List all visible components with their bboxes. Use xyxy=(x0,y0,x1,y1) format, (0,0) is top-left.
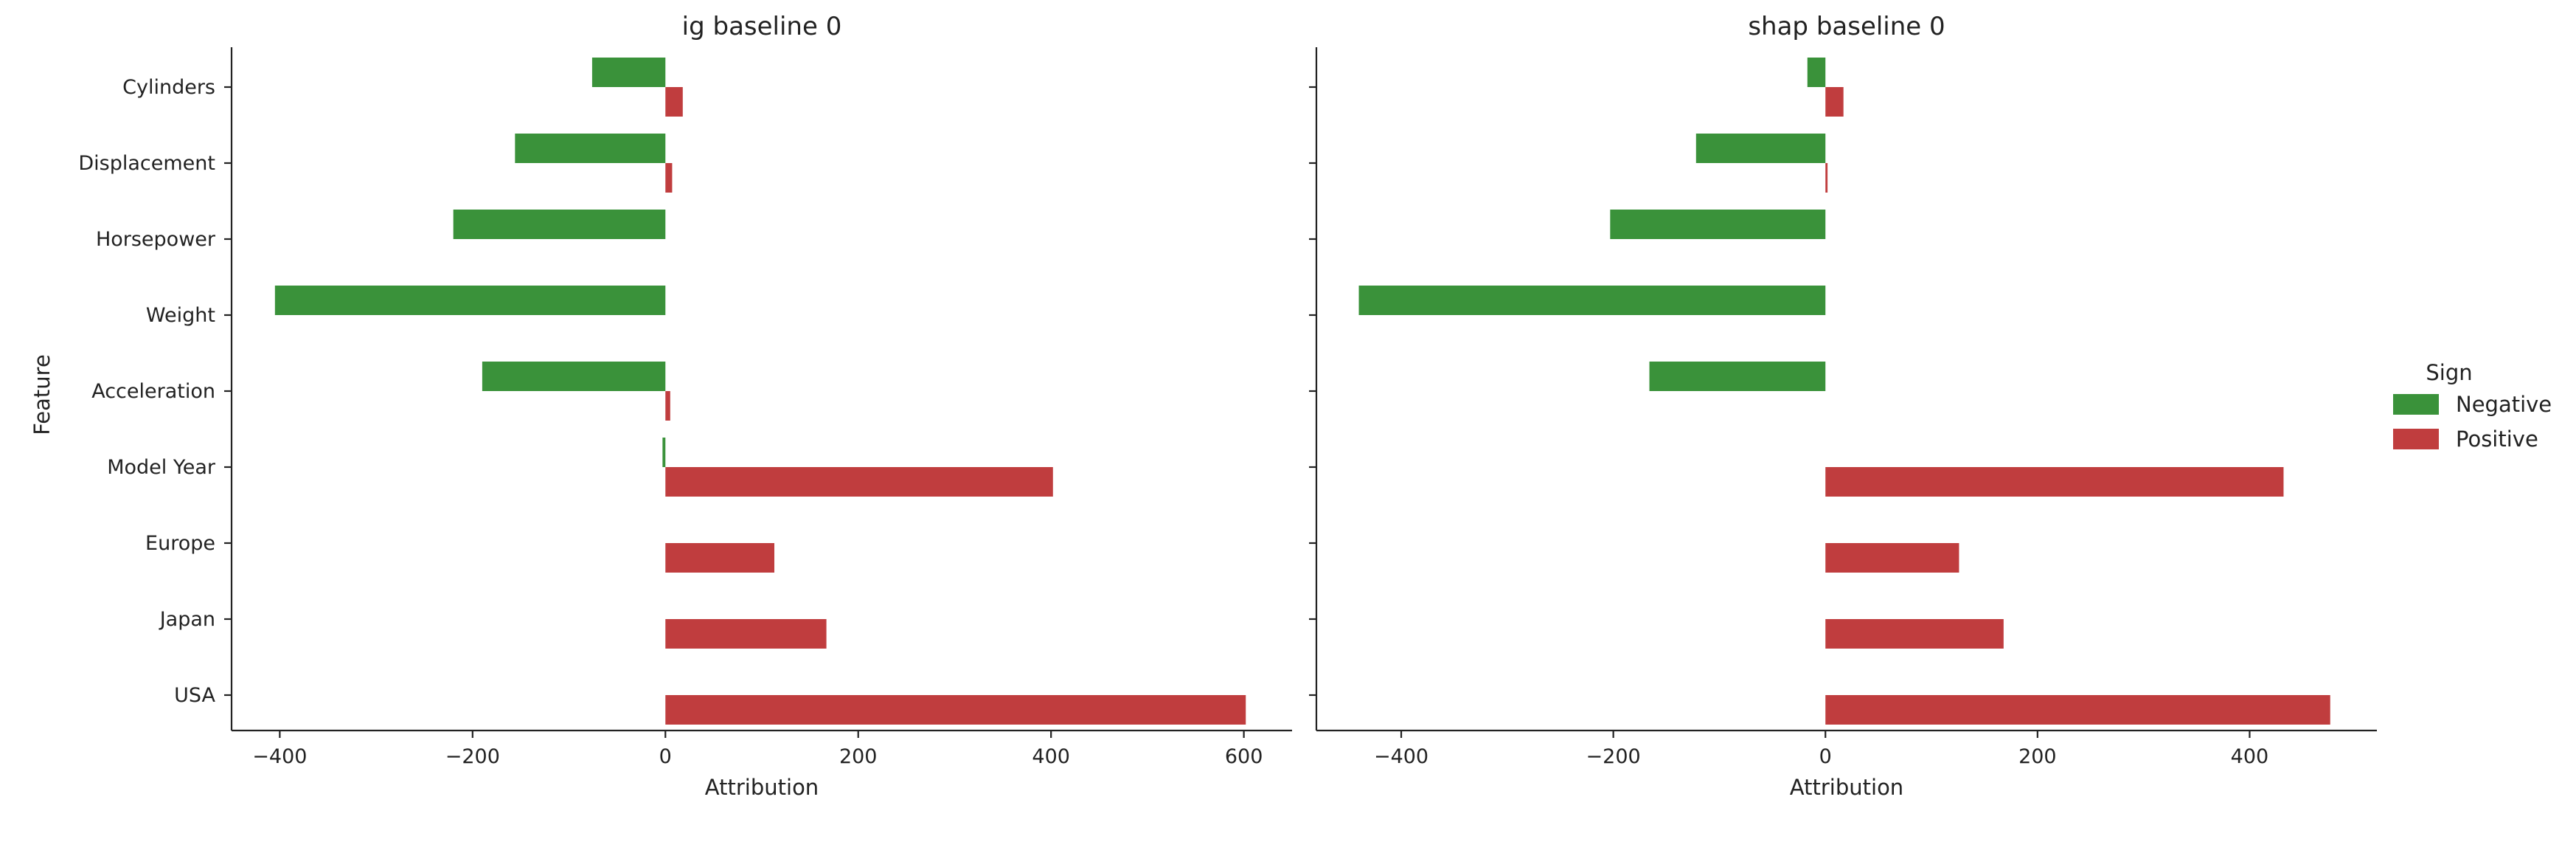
x-tick-label: 600 xyxy=(1225,745,1263,768)
bar-negative-horsepower xyxy=(1610,210,1826,239)
bar-positive-displacement xyxy=(665,163,673,193)
x-tick-label: 200 xyxy=(839,745,878,768)
bar-positive-displacement xyxy=(1825,163,1828,193)
bar-positive-japan xyxy=(1825,619,2004,649)
bar-positive-usa xyxy=(1825,695,2330,725)
panel-title: shap baseline 0 xyxy=(1748,12,1945,41)
bar-positive-cylinders xyxy=(665,87,683,117)
y-tick-label-weight: Weight xyxy=(146,304,215,327)
legend-swatch-positive xyxy=(2393,429,2439,449)
bar-negative-displacement xyxy=(1695,134,1826,163)
x-axis-label: Attribution xyxy=(705,775,819,800)
x-tick-label: 0 xyxy=(659,745,672,768)
bar-positive-europe xyxy=(1825,543,1959,573)
legend-swatch-negative xyxy=(2393,394,2439,415)
y-axis-label: Feature xyxy=(29,354,55,435)
bar-positive-model-year xyxy=(1825,467,2284,497)
x-tick-label: 400 xyxy=(1032,745,1070,768)
x-tick-label: −200 xyxy=(445,745,500,768)
y-tick-label-europe: Europe xyxy=(145,532,215,555)
bar-negative-weight xyxy=(1358,286,1826,315)
legend-label-negative: Negative xyxy=(2456,392,2552,417)
x-tick-label: −400 xyxy=(252,745,307,768)
bar-negative-model-year xyxy=(662,438,666,467)
legend: Sign Negative Positive xyxy=(2393,360,2552,452)
y-tick-label-cylinders: Cylinders xyxy=(122,76,215,99)
y-tick-label-model-year: Model Year xyxy=(107,456,216,479)
y-tick-label-usa: USA xyxy=(174,684,215,707)
x-tick-label: 400 xyxy=(2231,745,2269,768)
bar-positive-cylinders xyxy=(1825,87,1844,117)
bar-negative-horsepower xyxy=(453,210,666,239)
panel-title: ig baseline 0 xyxy=(682,12,842,41)
bar-positive-europe xyxy=(665,543,774,573)
bar-positive-acceleration xyxy=(665,391,670,421)
x-tick-label: −200 xyxy=(1586,745,1641,768)
legend-title: Sign xyxy=(2426,360,2472,385)
x-tick-label: 0 xyxy=(1819,745,1832,768)
x-tick-label: 200 xyxy=(2018,745,2057,768)
bar-negative-weight xyxy=(274,286,666,315)
y-tick-label-acceleration: Acceleration xyxy=(91,380,215,403)
panel-shap: −400 −200 0 200 400 shap baseline 0 Attributio… xyxy=(1309,12,2377,800)
bar-positive-japan xyxy=(665,619,827,649)
bar-negative-cylinders xyxy=(1807,58,1826,87)
x-tick-label: −400 xyxy=(1374,745,1428,768)
panel-ig: Cylinders Displacement Horsepower Weight Acc… xyxy=(29,12,1292,800)
bar-positive-model-year xyxy=(665,467,1053,497)
x-axis-label: Attribution xyxy=(1790,775,1903,800)
bar-negative-acceleration xyxy=(482,362,666,391)
legend-label-positive: Positive xyxy=(2456,426,2538,452)
bar-negative-cylinders xyxy=(591,58,666,87)
bar-positive-usa xyxy=(665,695,1246,725)
bar-negative-displacement xyxy=(515,134,666,163)
y-tick-label-displacement: Displacement xyxy=(78,152,215,175)
bar-negative-acceleration xyxy=(1649,362,1826,391)
y-tick-label-horsepower: Horsepower xyxy=(96,228,216,251)
y-tick-label-japan: Japan xyxy=(159,608,215,631)
